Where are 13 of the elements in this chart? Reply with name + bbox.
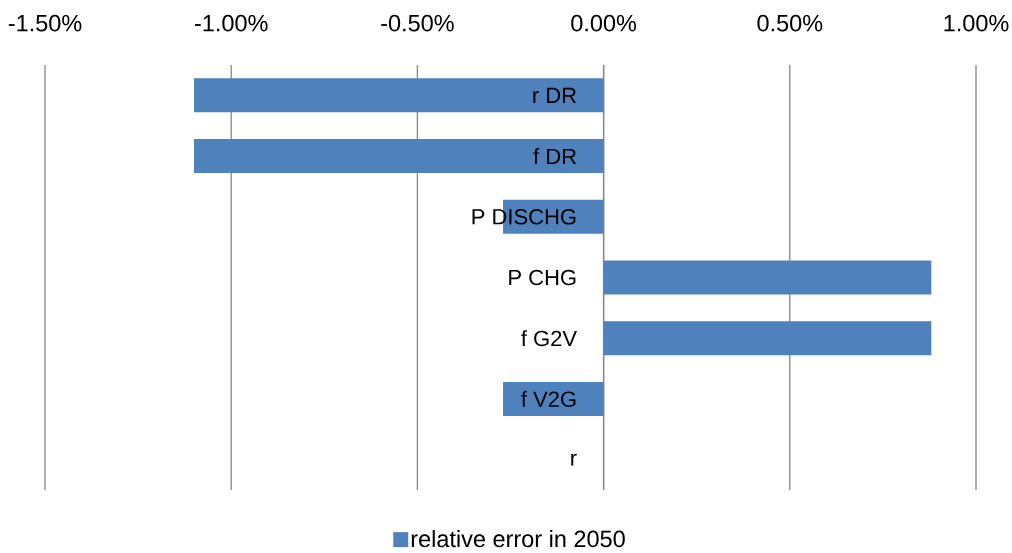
x-tick-label: 1.00% xyxy=(944,14,1009,32)
y-tick-label: r DR xyxy=(533,87,577,103)
y-tick-label: f DR xyxy=(533,148,577,165)
x-tick-label: -1.50% xyxy=(8,14,82,32)
y-tick-label: P CHG xyxy=(509,269,576,286)
x-tick-label: 0.00% xyxy=(571,14,637,32)
x-tick-label: -0.50% xyxy=(381,14,454,32)
y-tick-label: r xyxy=(571,453,577,466)
legend-label: relative error in 2050 xyxy=(411,529,625,548)
y-tick-label: f V2G xyxy=(521,390,576,407)
y-tick-label: f G2V xyxy=(521,330,577,347)
x-tick-label: -1.00% xyxy=(195,14,268,32)
x-tick-label: 0.50% xyxy=(757,14,823,32)
